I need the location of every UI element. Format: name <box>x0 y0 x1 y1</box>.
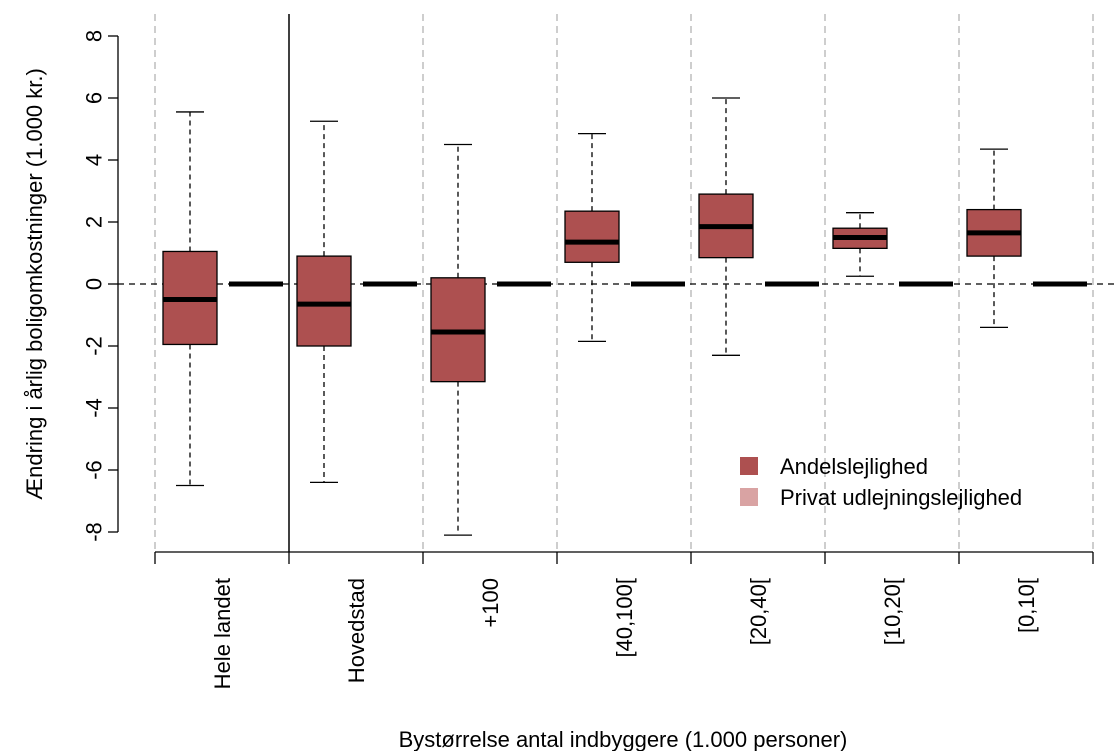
legend-label: Privat udlejningslejlighed <box>780 485 1022 510</box>
boxes-layer <box>162 97 1087 536</box>
box-0-4 <box>698 97 754 356</box>
x-category-label: [10,20[ <box>880 578 905 645</box>
category-separators <box>154 14 1094 552</box>
box-0-5 <box>832 212 888 277</box>
x-axis-title: Bystørrelse antal indbyggere (1.000 pers… <box>399 727 848 751</box>
y-tick-label: -2 <box>82 336 107 356</box>
y-tick-label: 8 <box>82 30 107 42</box>
legend-label: Andelslejlighed <box>780 454 928 479</box>
iqr-box <box>296 255 352 347</box>
box-0-1 <box>296 120 352 484</box>
y-axis-title: Ændring i årlig boligomkostninger (1.000… <box>22 68 47 500</box>
iqr-box <box>564 210 620 263</box>
legend: Andelslejlighed Privat udlejningslejlighe… <box>740 454 1022 510</box>
y-tick-label: 4 <box>82 154 107 166</box>
x-category-label: [40,100[ <box>612 578 637 658</box>
x-category-label: [20,40[ <box>746 578 771 645</box>
y-tick-label: 6 <box>82 92 107 104</box>
box-0-6 <box>966 148 1022 329</box>
y-tick-label: 2 <box>82 216 107 228</box>
x-category-label: [0,10[ <box>1014 578 1039 633</box>
x-category-label: +100 <box>478 578 503 628</box>
legend-swatch <box>740 457 758 475</box>
legend-item: Privat udlejningslejlighed <box>740 485 1022 510</box>
y-tick-label: -8 <box>82 522 107 542</box>
box-0-2 <box>430 143 486 536</box>
axes-layer: 8 6 4 2 0 -2 -4 -6 -8 Hele landet Hovedstad +100 [40… <box>82 30 1094 689</box>
x-category-label: Hele landet <box>210 578 235 689</box>
legend-item: Andelslejlighed <box>740 454 928 479</box>
legend-swatch <box>740 488 758 506</box>
box-0-3 <box>564 132 620 343</box>
y-tick-label: -6 <box>82 460 107 480</box>
y-tick-label: 0 <box>82 278 107 290</box>
y-tick-label: -4 <box>82 398 107 418</box>
box-0-0 <box>162 111 218 487</box>
x-category-label: Hovedstad <box>344 578 369 683</box>
